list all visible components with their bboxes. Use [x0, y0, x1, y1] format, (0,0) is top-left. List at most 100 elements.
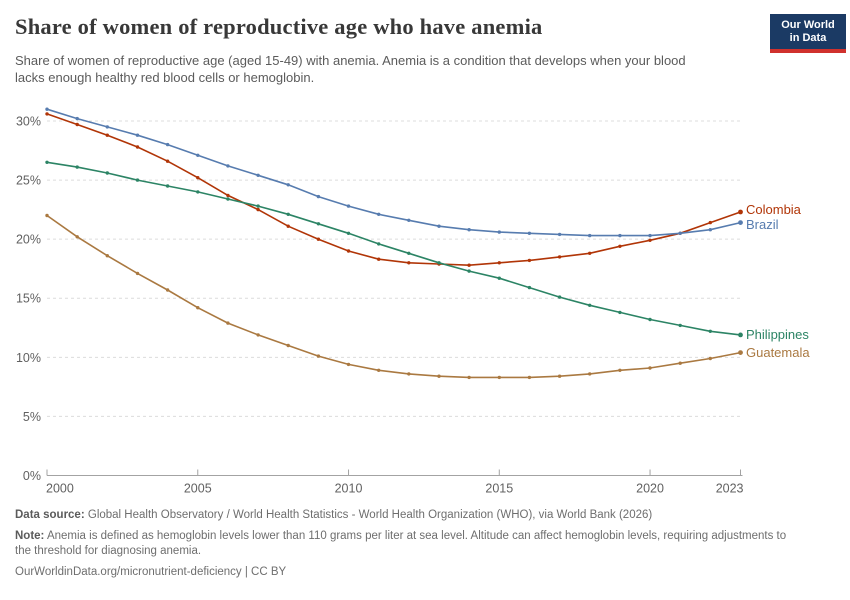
point-brazil — [588, 233, 592, 238]
point-philippines — [407, 251, 411, 255]
note-text: Anemia is defined as hemoglobin levels l… — [15, 530, 787, 557]
point-colombia — [407, 261, 411, 265]
note-row: Note: Anemia is defined as hemoglobin le… — [15, 529, 787, 559]
point-brazil — [165, 142, 170, 147]
point-philippines — [346, 231, 351, 235]
point-brazil — [557, 232, 562, 237]
point-brazil — [346, 204, 351, 208]
point-brazil — [497, 230, 501, 234]
chart-subtitle: Share of women of reproductive age (aged… — [15, 53, 686, 85]
point-philippines — [105, 171, 110, 175]
point-philippines — [738, 332, 743, 338]
point-philippines — [527, 285, 532, 290]
point-brazil — [618, 233, 622, 238]
point-brazil — [738, 220, 743, 226]
point-philippines — [256, 204, 260, 208]
y-axis-tick-label: 0% — [23, 469, 41, 483]
owid-logo-line1: Our World — [781, 19, 835, 31]
point-brazil — [256, 173, 260, 177]
point-philippines — [377, 242, 381, 246]
point-brazil — [377, 212, 381, 216]
y-axis-tick-label: 5% — [23, 410, 41, 424]
y-axis-tick-label: 10% — [16, 351, 41, 365]
point-colombia — [286, 224, 290, 228]
point-brazil — [45, 107, 49, 111]
point-guatemala — [135, 271, 140, 276]
x-axis-tick-label: 2023 — [716, 482, 744, 496]
point-guatemala — [165, 288, 170, 292]
point-brazil — [226, 164, 230, 168]
note-label: Note: — [15, 530, 45, 542]
point-colombia — [557, 255, 562, 259]
point-philippines — [196, 190, 200, 194]
y-axis-tick-label: 15% — [16, 292, 41, 306]
point-brazil — [407, 218, 411, 222]
point-brazil — [527, 231, 532, 235]
point-philippines — [437, 261, 441, 265]
point-guatemala — [738, 350, 743, 355]
point-philippines — [316, 222, 321, 226]
chart-footer: Data source: Global Health Observatory /… — [15, 508, 787, 580]
point-colombia — [165, 159, 170, 163]
point-guatemala — [256, 333, 260, 337]
line-guatemala — [46, 214, 741, 379]
point-philippines — [286, 212, 290, 216]
point-guatemala — [75, 235, 79, 239]
point-colombia — [527, 258, 532, 263]
x-axis-tick-label: 2010 — [335, 482, 363, 496]
point-philippines — [75, 165, 79, 169]
license-line[interactable]: OurWorldinData.org/micronutrient-deficie… — [15, 566, 287, 578]
line-brazil — [46, 108, 741, 237]
point-philippines — [165, 184, 170, 188]
point-guatemala — [407, 372, 411, 376]
point-colombia — [497, 261, 501, 265]
data-source-text: Global Health Observatory / World Health… — [87, 509, 653, 521]
series-label-guatemala[interactable]: Guatemala — [746, 344, 810, 360]
point-guatemala — [226, 321, 230, 325]
line-philippines — [46, 161, 741, 336]
point-brazil — [648, 233, 652, 238]
y-axis-tick-label: 25% — [16, 174, 41, 188]
point-philippines — [45, 160, 49, 164]
point-guatemala — [467, 375, 471, 380]
point-philippines — [135, 178, 140, 182]
y-axis-tick-label: 20% — [16, 233, 41, 247]
point-brazil — [708, 228, 712, 232]
x-axis-tick-label: 2005 — [184, 482, 212, 496]
point-guatemala — [588, 372, 592, 376]
point-brazil — [286, 183, 290, 187]
point-guatemala — [286, 343, 290, 348]
data-source-row: Data source: Global Health Observatory /… — [15, 508, 787, 523]
point-brazil — [196, 153, 200, 157]
point-colombia — [377, 257, 381, 261]
point-guatemala — [437, 374, 441, 378]
point-philippines — [497, 276, 501, 280]
point-philippines — [708, 329, 712, 333]
x-axis-tick-label: 2000 — [46, 482, 74, 496]
point-brazil — [105, 125, 110, 129]
point-guatemala — [105, 254, 110, 258]
point-guatemala — [557, 374, 562, 378]
point-philippines — [678, 323, 682, 328]
point-brazil — [467, 228, 471, 232]
point-colombia — [75, 122, 79, 127]
line-colombia — [46, 113, 741, 267]
data-source-label: Data source: — [15, 509, 85, 521]
point-colombia — [226, 193, 230, 198]
point-guatemala — [45, 213, 49, 218]
point-colombia — [648, 238, 652, 242]
x-axis-tick-label: 2020 — [636, 482, 664, 496]
point-colombia — [618, 244, 622, 248]
point-guatemala — [196, 306, 200, 310]
series-label-philippines[interactable]: Philippines — [746, 326, 809, 342]
point-colombia — [316, 237, 321, 241]
point-guatemala — [678, 361, 682, 365]
series-label-brazil[interactable]: Brazil — [746, 216, 779, 232]
point-colombia — [708, 220, 712, 225]
series-label-colombia[interactable]: Colombia — [746, 201, 801, 217]
point-brazil — [75, 116, 79, 121]
point-philippines — [467, 269, 471, 273]
owid-logo-line2: in Data — [789, 32, 827, 44]
point-guatemala — [377, 368, 381, 372]
point-brazil — [135, 133, 140, 137]
